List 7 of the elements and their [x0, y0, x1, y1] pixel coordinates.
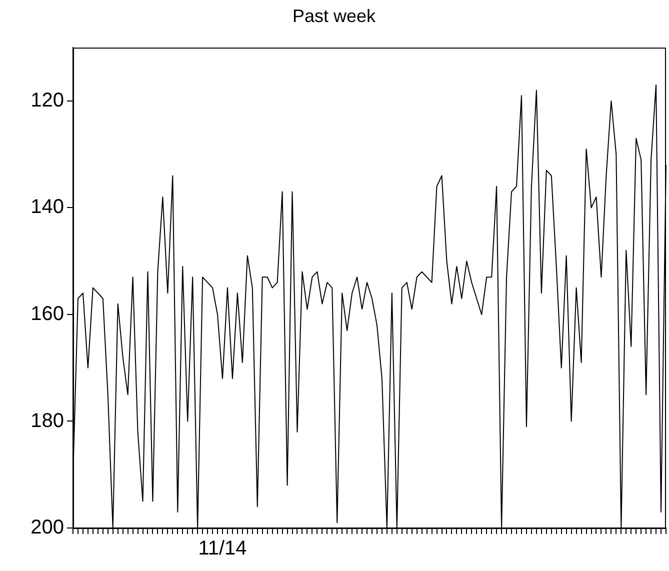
- y-tick-label: 180: [30, 410, 64, 432]
- y-tick-label: 120: [30, 89, 64, 112]
- x-tick-label: 11/14: [198, 538, 247, 560]
- y-tick-label: 160: [30, 303, 64, 326]
- y-tick-label: 140: [30, 196, 64, 218]
- y-tick-label: 200: [30, 516, 64, 539]
- chart-title: Past week: [292, 6, 377, 26]
